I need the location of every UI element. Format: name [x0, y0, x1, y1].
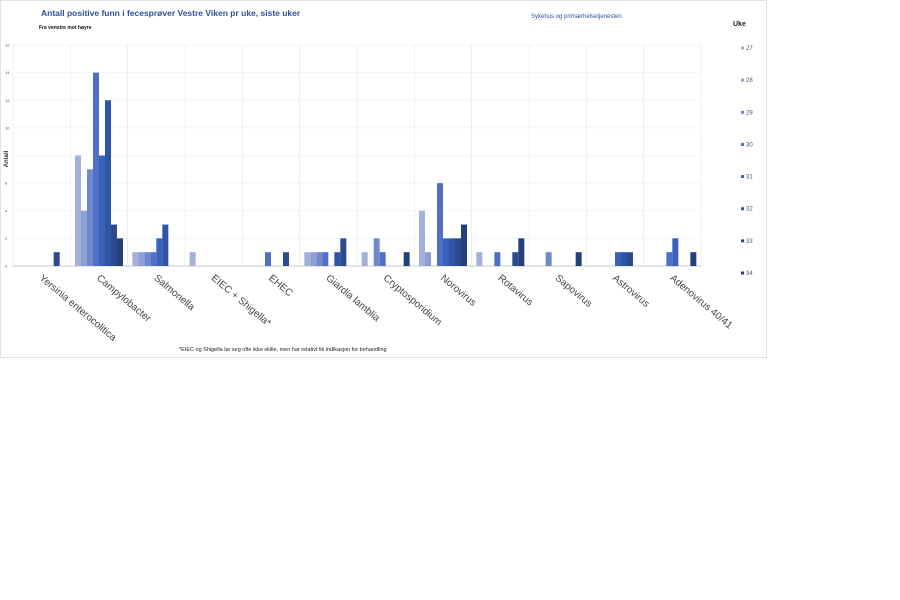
bar-28-7 — [425, 252, 431, 266]
bar-31-7 — [443, 238, 449, 266]
bar-27-7 — [419, 210, 425, 266]
y-tick-label: 10 — [5, 125, 10, 130]
bar-34-11 — [690, 252, 697, 266]
bar-30-11 — [666, 252, 673, 266]
legend-label-31: 31 — [746, 175, 753, 181]
category-label: Cryptosporidium — [381, 273, 444, 328]
bar-34-8 — [518, 238, 525, 266]
y-tick-label: 8 — [5, 153, 8, 158]
bar-30-2 — [150, 252, 157, 266]
bar-30-7 — [437, 183, 443, 266]
category-label: Campylobacter — [94, 273, 153, 325]
bar-33-4 — [283, 252, 289, 266]
bar-31-10 — [615, 252, 621, 266]
legend-swatch-29 — [741, 110, 744, 114]
bar-33-1 — [111, 224, 117, 266]
bar-27-5 — [304, 252, 311, 266]
bar-28-1 — [81, 210, 87, 266]
bar-27-2 — [132, 252, 139, 266]
legend-swatch-32 — [741, 207, 744, 211]
bar-31-1 — [99, 155, 105, 266]
bar-31-11 — [672, 238, 679, 266]
bar-33-10 — [627, 252, 633, 266]
legend-swatch-30 — [741, 142, 744, 146]
bar-30-1 — [93, 72, 99, 266]
chart-frame: Antall positive funn i fecesprøver Vestr… — [0, 0, 767, 358]
category-label: EHEC — [266, 273, 294, 299]
bar-32-5 — [334, 252, 341, 266]
bar-30-5 — [322, 252, 329, 266]
chart-footnote: *EIEC og Shigella lar seg ofte ikke skil… — [179, 347, 387, 353]
bar-31-2 — [156, 238, 163, 266]
legend-swatch-34 — [741, 271, 744, 275]
bar-32-2 — [162, 224, 169, 266]
bar-29-2 — [144, 252, 151, 266]
legend-label-30: 30 — [746, 142, 753, 148]
legend-swatch-28 — [741, 78, 744, 82]
y-tick-label: 14 — [5, 70, 10, 75]
category-label: Adenovirus 40/41 — [668, 273, 735, 332]
bar-33-7 — [455, 238, 461, 266]
category-label: Astrovirus — [610, 273, 651, 310]
bar-34-7 — [461, 224, 467, 266]
legend-swatch-31 — [741, 175, 744, 179]
category-label: Salmonella — [152, 273, 197, 314]
bar-32-7 — [449, 238, 455, 266]
chart-title: Antall positive funn i fecesprøver Vestr… — [41, 8, 301, 18]
legend-label-27: 27 — [746, 46, 753, 52]
category-label: Rotavirus — [496, 273, 535, 309]
legend-label-28: 28 — [746, 78, 753, 84]
bar-30-6 — [379, 252, 386, 266]
bar-33-0 — [53, 252, 60, 266]
legend-label-34: 34 — [746, 271, 753, 277]
category-label: EIEC + Shigella* — [209, 273, 273, 329]
bar-chart: Antall positive funn i fecesprøver Vestr… — [4, 8, 753, 353]
legend: 27 28 29 30 31 32 33 34 — [741, 46, 753, 277]
bar-29-6 — [373, 238, 380, 266]
bar-34-9 — [575, 252, 582, 266]
bar-30-8 — [494, 252, 501, 266]
chart-right-title: Sykehus og primærhelsetjenesten — [531, 14, 622, 20]
chart-subtitle: Fra venstre mot høyre — [39, 25, 92, 31]
category-label: Sapovirus — [553, 273, 594, 310]
legend-swatch-33 — [741, 239, 744, 243]
grid-layer — [12, 44, 702, 267]
category-label: Giardia lamblia — [324, 273, 382, 325]
legend-label-32: 32 — [746, 207, 753, 213]
bar-34-6 — [403, 252, 410, 266]
legend-title: Uke — [733, 21, 746, 28]
y-tick-label: 12 — [5, 98, 10, 103]
legend-label-33: 33 — [746, 239, 753, 245]
legend-label-29: 29 — [746, 110, 753, 116]
bar-33-8 — [512, 252, 519, 266]
y-tick-label: 16 — [5, 43, 10, 48]
category-labels: Yersinia enterocoliticaCampylobacterSalm… — [37, 273, 735, 344]
y-ticks: 0 2 4 6 8 10 12 14 16 — [5, 43, 10, 269]
bar-28-5 — [310, 252, 317, 266]
bar-30-4 — [265, 252, 271, 266]
bar-29-9 — [545, 252, 552, 266]
bar-27-3 — [189, 252, 196, 266]
legend-swatch-27 — [741, 46, 744, 50]
y-tick-label: 0 — [5, 264, 8, 269]
y-axis-label: Antall — [4, 150, 10, 167]
bar-33-5 — [340, 238, 347, 266]
bars-layer — [53, 72, 697, 266]
y-tick-label: 6 — [5, 181, 8, 186]
bar-29-1 — [87, 169, 93, 266]
bar-32-1 — [105, 100, 111, 266]
bar-27-6 — [361, 252, 368, 266]
bar-29-5 — [316, 252, 323, 266]
category-label: Norovirus — [438, 273, 478, 309]
bar-34-1 — [117, 238, 123, 266]
bar-27-1 — [75, 155, 81, 266]
bar-27-8 — [476, 252, 483, 266]
y-tick-label: 2 — [5, 236, 8, 241]
bar-32-10 — [621, 252, 627, 266]
y-tick-label: 4 — [5, 208, 8, 213]
bar-28-2 — [138, 252, 145, 266]
